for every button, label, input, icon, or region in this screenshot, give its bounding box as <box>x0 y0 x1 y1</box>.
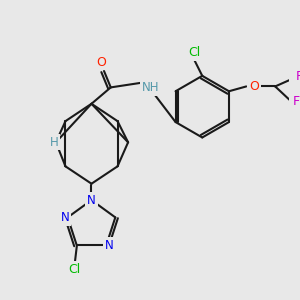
Text: NH: NH <box>142 81 159 94</box>
Text: O: O <box>249 80 259 93</box>
Text: N: N <box>60 211 69 224</box>
Text: Cl: Cl <box>69 263 81 276</box>
Text: N: N <box>105 239 113 252</box>
Text: N: N <box>87 194 96 207</box>
Text: F: F <box>293 95 300 108</box>
Text: O: O <box>96 56 106 69</box>
Text: F: F <box>296 70 300 83</box>
Text: Cl: Cl <box>188 46 201 59</box>
Text: H: H <box>50 136 58 149</box>
